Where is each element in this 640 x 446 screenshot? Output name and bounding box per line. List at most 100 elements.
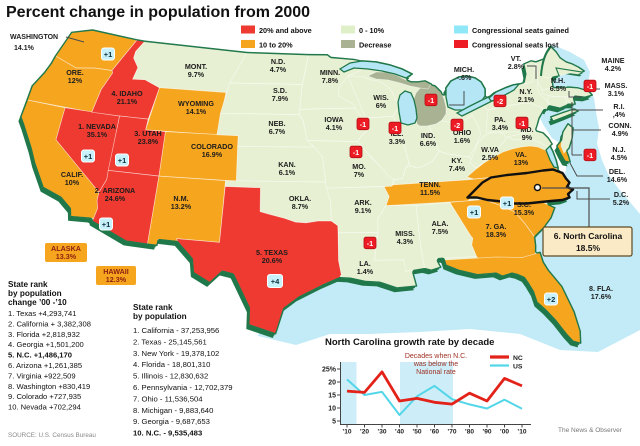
svg-text:D.C.: D.C. (614, 190, 628, 199)
svg-text:-1: -1 (428, 96, 435, 105)
svg-text:7.8%: 7.8% (322, 76, 339, 85)
svg-text:N.M.: N.M. (173, 194, 188, 203)
svg-text:-1: -1 (587, 151, 594, 160)
svg-text:+1: +1 (470, 208, 479, 217)
svg-text:by population: by population (133, 312, 187, 321)
svg-text:2.8%: 2.8% (508, 62, 525, 71)
svg-text:WYOMING: WYOMING (178, 99, 214, 108)
svg-text:6.1%: 6.1% (279, 168, 296, 177)
svg-text:20% and above: 20% and above (259, 26, 312, 35)
svg-text:3. New York - 19,378,102: 3. New York - 19,378,102 (133, 349, 219, 358)
svg-text:Percent change in population f: Percent change in population from 2000 (6, 4, 310, 21)
svg-text:COLORADO: COLORADO (191, 142, 233, 151)
svg-text:13%: 13% (514, 158, 529, 167)
svg-text:’70: ’70 (447, 429, 456, 436)
svg-text:State rank: State rank (133, 303, 173, 312)
svg-text:-1: -1 (519, 119, 526, 128)
svg-text:-2: -2 (454, 121, 461, 130)
svg-text:-1: -1 (353, 148, 360, 157)
svg-text:23.8%: 23.8% (138, 137, 159, 146)
svg-text:6%: 6% (376, 101, 387, 110)
svg-text:3.3%: 3.3% (389, 137, 406, 146)
svg-text:14.1%: 14.1% (186, 107, 207, 116)
svg-text:S.C.: S.C. (517, 200, 531, 209)
svg-text:N.D.: N.D. (271, 57, 285, 66)
svg-text:-1: -1 (392, 124, 399, 133)
svg-text:1. California - 37,253,956: 1. California - 37,253,956 (133, 326, 219, 335)
svg-text:TENN.: TENN. (419, 180, 441, 189)
svg-text:MAINE: MAINE (601, 56, 624, 65)
svg-text:1. NEVADA: 1. NEVADA (78, 122, 116, 131)
svg-text:6. North Carolina: 6. North Carolina (554, 231, 623, 241)
svg-text:CONN.: CONN. (608, 121, 631, 130)
svg-text:ALA.: ALA. (432, 219, 449, 228)
svg-text:’50: ’50 (412, 429, 421, 436)
svg-text:10 to 20%: 10 to 20% (259, 41, 293, 50)
svg-text:16.9%: 16.9% (202, 150, 223, 159)
svg-text:20.6%: 20.6% (262, 256, 283, 265)
svg-text:State rank: State rank (8, 280, 48, 289)
svg-text:4. Georgia +1,501,200: 4. Georgia +1,501,200 (8, 340, 84, 349)
svg-text:’80: ’80 (465, 429, 474, 436)
svg-text:8. Michigan - 9,883,640: 8. Michigan - 9,883,640 (133, 406, 213, 415)
svg-text:Decades when N.C.: Decades when N.C. (405, 353, 467, 360)
svg-text:13.3%: 13.3% (56, 252, 77, 261)
svg-text:2. Texas - 25,145,561: 2. Texas - 25,145,561 (133, 337, 207, 346)
svg-text:8.7%: 8.7% (292, 202, 309, 211)
svg-text:10. Nevada +702,294: 10. Nevada +702,294 (8, 403, 81, 412)
svg-text:6. Pennsylvania - 12,702,379: 6. Pennsylvania - 12,702,379 (133, 383, 233, 392)
svg-text:MISS.: MISS. (395, 229, 415, 238)
svg-text:7.4%: 7.4% (449, 164, 466, 173)
svg-text:7%: 7% (354, 170, 365, 179)
svg-text:VA.: VA. (515, 150, 526, 159)
svg-text:21.1%: 21.1% (117, 97, 138, 106)
svg-text:NC: NC (513, 355, 523, 362)
svg-text:7. Virginia +922,509: 7. Virginia +922,509 (8, 371, 76, 380)
svg-text:MD.: MD. (520, 125, 533, 134)
svg-text:4.1%: 4.1% (326, 123, 343, 132)
svg-text:Decrease: Decrease (359, 41, 391, 50)
svg-text:4.2%: 4.2% (605, 64, 622, 73)
svg-text:North Carolina growth rate by: North Carolina growth rate by decade (325, 337, 494, 348)
svg-text:5. Illinois - 12,830,632: 5. Illinois - 12,830,632 (133, 372, 208, 381)
svg-text:N.H.: N.H. (551, 76, 565, 85)
svg-text:Congressional seats gained: Congressional seats gained (472, 26, 569, 35)
svg-text:ALASKA: ALASKA (51, 244, 81, 253)
svg-text:12.3%: 12.3% (106, 275, 127, 284)
svg-text:-2: -2 (497, 97, 504, 106)
svg-text:WASHINGTON: WASHINGTON (10, 34, 58, 41)
svg-text:by population: by population (8, 289, 62, 298)
svg-text:S.D.: S.D. (273, 86, 287, 95)
svg-text:20: 20 (328, 380, 336, 387)
svg-text:’10: ’10 (517, 429, 526, 436)
svg-text:National rate: National rate (416, 369, 456, 376)
svg-text:8. FLA.: 8. FLA. (589, 284, 613, 293)
svg-text:4.5%: 4.5% (611, 153, 628, 162)
svg-text:15.3%: 15.3% (514, 208, 535, 217)
svg-text:35.1%: 35.1% (87, 130, 108, 139)
svg-text:’40: ’40 (395, 429, 404, 436)
svg-text:3. UTAH: 3. UTAH (134, 129, 161, 138)
svg-text:24.6%: 24.6% (105, 194, 126, 203)
svg-text:+1: +1 (503, 199, 512, 208)
svg-text:6.7%: 6.7% (269, 127, 286, 136)
svg-text:MINN.: MINN. (320, 68, 340, 77)
svg-text:13.2%: 13.2% (171, 202, 192, 211)
svg-text:3.1%: 3.1% (608, 89, 625, 98)
svg-text:4.7%: 4.7% (270, 65, 287, 74)
svg-text:+1: +1 (104, 50, 113, 59)
svg-text:0 - 10%: 0 - 10% (359, 26, 385, 35)
svg-text:1.4%: 1.4% (357, 267, 374, 276)
svg-text:12%: 12% (68, 76, 83, 85)
svg-text:5. TEXAS: 5. TEXAS (256, 248, 288, 257)
svg-text:-.6%: -.6% (457, 73, 472, 82)
svg-text:’90: ’90 (482, 429, 491, 436)
svg-text:IOWA: IOWA (324, 115, 343, 124)
svg-text:MONT.: MONT. (185, 62, 207, 71)
svg-text:9.7%: 9.7% (188, 70, 205, 79)
svg-text:14.6%: 14.6% (607, 175, 628, 184)
svg-text:7.9%: 7.9% (272, 94, 289, 103)
svg-text:Congressional seats lost: Congressional seats lost (472, 41, 559, 50)
svg-text:-1: -1 (360, 120, 367, 129)
svg-text:2.1%: 2.1% (518, 95, 535, 104)
